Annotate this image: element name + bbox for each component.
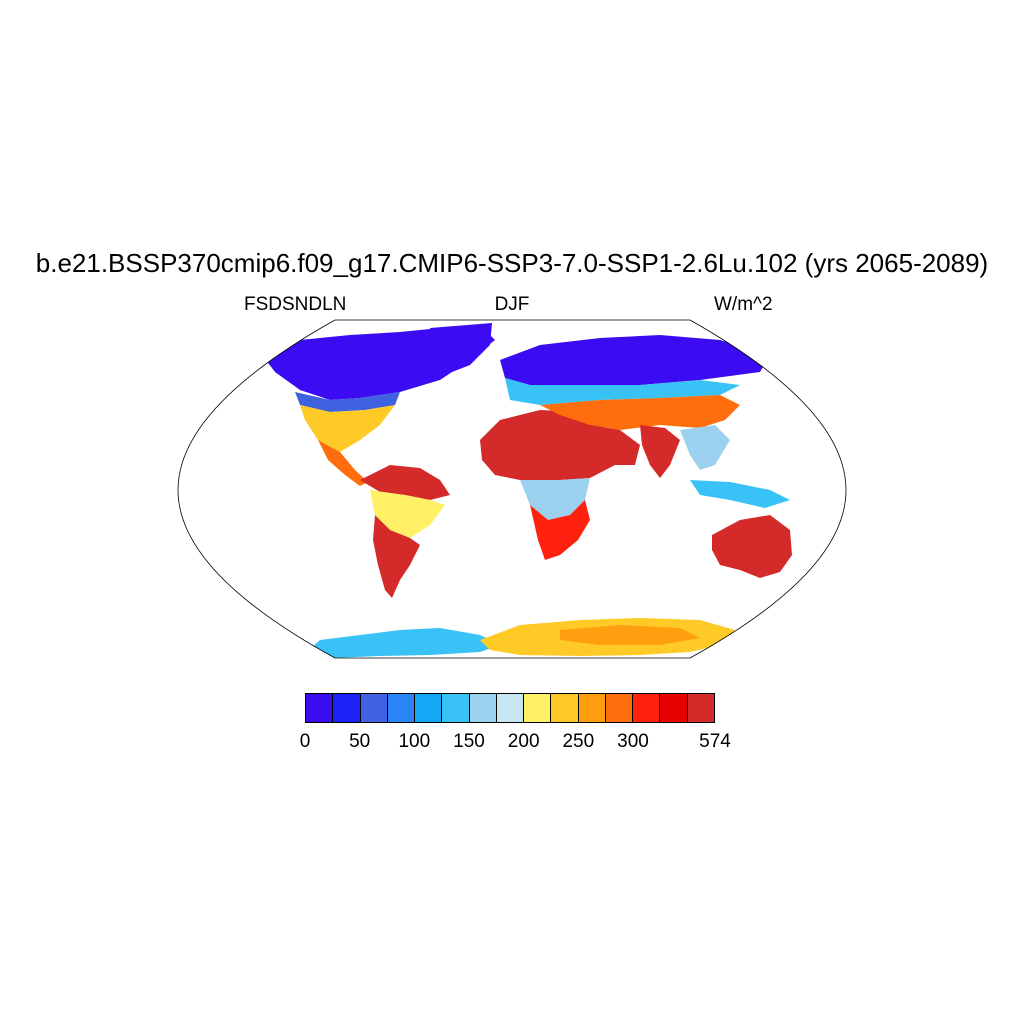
colorbar-box [524,694,552,722]
season-label: DJF [494,294,530,315]
colorbar-box [306,694,334,722]
colorbar-box [496,694,525,722]
south-america-north [360,465,450,500]
eurasia-south [540,395,740,430]
colorbar-tick-label: 100 [398,731,431,752]
colorbar-box [469,694,497,722]
antarctica-core [560,625,700,645]
map-boundary [177,319,847,659]
colorbar-box [387,694,416,722]
eurasia-north [500,335,770,385]
maritime-continent [690,480,790,508]
colorbar-box [333,694,361,722]
south-america-south [373,515,420,598]
colorbar-tick-label: 200 [507,731,540,752]
australia [712,515,792,578]
north-america-mid [295,392,400,412]
units-label: W/m^2 [714,294,773,315]
colorbar-box [415,694,443,722]
colorbar [305,693,715,723]
colorbar-box [687,694,714,722]
colorbar-tick-label: 50 [349,731,371,752]
greenland [430,323,492,372]
south-america-center [370,490,445,538]
colorbar-box [605,694,634,722]
north-america-south [300,405,395,452]
southeast-asia [680,425,730,470]
colorbar-tick-label: 250 [562,731,595,752]
arabia [590,425,640,465]
india [640,425,680,478]
africa-north [480,410,620,480]
colorbar-box [578,694,606,722]
variable-label: FSDSNDLN [244,294,347,315]
africa-center [520,478,590,520]
colorbar-tick-label: 150 [453,731,485,752]
colorbar-box [633,694,661,722]
eurasia-mid [505,378,740,405]
plot-title: b.e21.BSSP370cmip6.f09_g17.CMIP6-SSP3-7.… [35,248,989,278]
colorbar-box [360,694,388,722]
colorbar-box [551,694,579,722]
colorbar-box [660,694,688,722]
colorbar-tick-label: 574 [699,731,731,752]
mexico [318,440,368,486]
africa-south [530,500,590,560]
antarctica-west [300,628,500,658]
colorbar-tick-label: 0 [299,731,311,752]
colorbar-tick-label: 300 [617,731,649,752]
colorbar-box [442,694,470,722]
